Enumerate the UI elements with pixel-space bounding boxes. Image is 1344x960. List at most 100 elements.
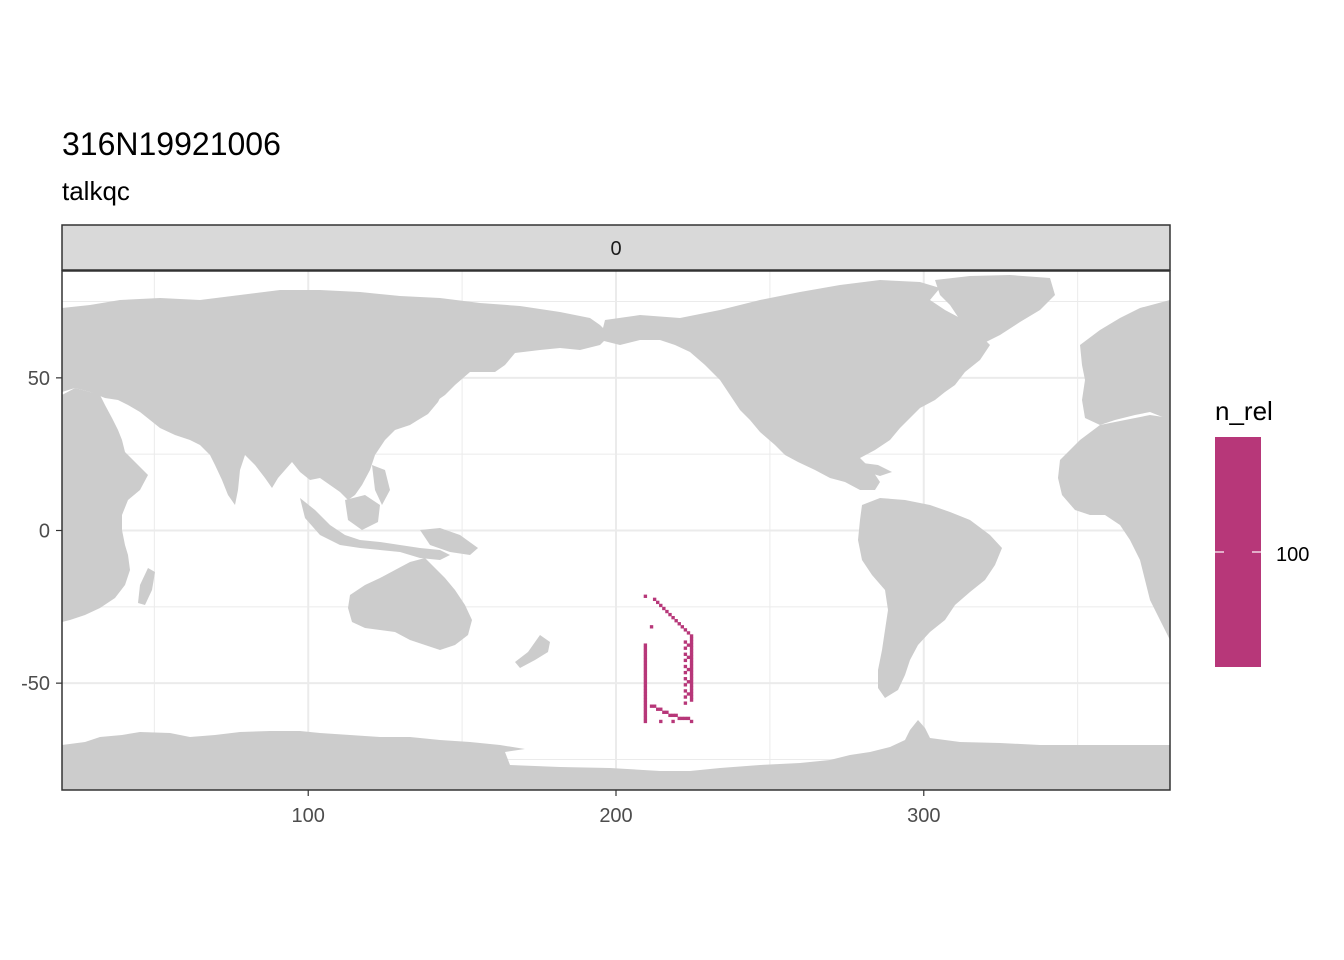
- land-cuba: [855, 462, 892, 476]
- data-cell: [683, 689, 688, 693]
- data-cell: [689, 670, 694, 675]
- data-cell: [686, 692, 691, 696]
- data-cell: [649, 625, 654, 629]
- data-cell: [689, 646, 694, 650]
- data-cell: [656, 600, 660, 605]
- data-cell: [643, 667, 648, 672]
- data-cell: [671, 719, 675, 724]
- x-tick-label: 200: [599, 805, 632, 827]
- data-cell: [643, 655, 648, 660]
- data-cell: [643, 683, 648, 687]
- data-cell: [686, 655, 691, 660]
- plot-subtitle: talkqc: [62, 176, 130, 206]
- data-cell: [689, 689, 694, 693]
- data-cell: [689, 692, 694, 696]
- data-cell: [686, 716, 691, 721]
- land-north-america: [600, 280, 990, 490]
- data-cell: [689, 667, 694, 672]
- data-cell: [689, 649, 694, 653]
- data-cell: [643, 710, 648, 714]
- data-cell: [680, 625, 685, 629]
- data-cell: [668, 612, 672, 617]
- data-cell: [683, 716, 688, 721]
- data-cell: [686, 680, 691, 684]
- data-cell: [689, 695, 694, 699]
- data-cell: [643, 661, 648, 666]
- data-cell: [643, 594, 648, 598]
- data-cell: [643, 646, 648, 650]
- data-cell: [662, 606, 666, 611]
- data-cell: [689, 680, 694, 684]
- data-cell: [689, 661, 694, 666]
- land-madagascar: [138, 568, 155, 605]
- land-africa: [62, 388, 148, 622]
- data-cell: [649, 704, 654, 708]
- data-cell: [689, 677, 694, 681]
- data-cell: [659, 719, 663, 724]
- plot-title: 316N19921006: [62, 126, 281, 162]
- facet-strip-label: 0: [610, 238, 621, 260]
- data-cell: [643, 701, 648, 705]
- data-cell: [683, 664, 688, 669]
- data-cell: [674, 619, 678, 623]
- y-tick-label: 50: [28, 368, 50, 390]
- data-cell: [643, 707, 648, 711]
- data-cell: [652, 704, 657, 708]
- data-cell: [689, 637, 694, 641]
- data-cell: [689, 673, 694, 678]
- data-cell: [643, 652, 648, 656]
- data-cell: [683, 652, 688, 656]
- data-cell: [677, 622, 681, 626]
- data-cell: [643, 673, 648, 678]
- land-new-guinea: [420, 528, 478, 555]
- data-cell: [683, 701, 688, 705]
- land-layer: [62, 275, 1170, 790]
- x-tick-label: 300: [907, 805, 940, 827]
- data-cell: [656, 707, 660, 711]
- data-cell: [659, 603, 663, 608]
- x-tick-label: 100: [292, 805, 325, 827]
- data-cell: [671, 713, 675, 718]
- land-africa-east: [1058, 415, 1170, 640]
- data-cell: [662, 710, 666, 714]
- data-cell: [689, 719, 694, 724]
- data-cell: [683, 670, 688, 675]
- data-cell: [643, 677, 648, 681]
- data-cell: [683, 628, 688, 632]
- data-cell: [689, 664, 694, 669]
- data-cell: [689, 658, 694, 663]
- data-cell: [643, 692, 648, 696]
- data-cell: [683, 695, 688, 699]
- data-cell: [689, 652, 694, 656]
- land-antarctica: [62, 720, 1170, 790]
- data-cell: [643, 686, 648, 690]
- data-layer: [643, 594, 694, 724]
- data-cell: [643, 716, 648, 721]
- y-tick-label: -50: [21, 673, 50, 695]
- data-cell: [683, 646, 688, 650]
- data-cell: [643, 658, 648, 663]
- land-greenland: [935, 275, 1055, 345]
- land-australia: [348, 558, 472, 650]
- data-cell: [686, 643, 691, 647]
- data-cell: [665, 609, 669, 614]
- data-cell: [659, 707, 663, 711]
- data-cell: [689, 686, 694, 690]
- land-south-america: [858, 498, 1002, 698]
- data-cell: [686, 667, 691, 672]
- data-cell: [643, 649, 648, 653]
- data-cell: [643, 643, 648, 647]
- data-cell: [643, 680, 648, 684]
- data-cell: [689, 655, 694, 660]
- data-cell: [674, 713, 678, 718]
- data-cell: [680, 716, 685, 721]
- data-cell: [668, 713, 672, 718]
- land-japan: [418, 368, 450, 420]
- land-philippines: [372, 465, 390, 505]
- data-cell: [643, 698, 648, 702]
- data-cell: [671, 615, 675, 620]
- legend-tick-label: 100: [1276, 544, 1309, 566]
- land-new-zealand: [515, 635, 550, 668]
- facet-strip: [61, 224, 1171, 271]
